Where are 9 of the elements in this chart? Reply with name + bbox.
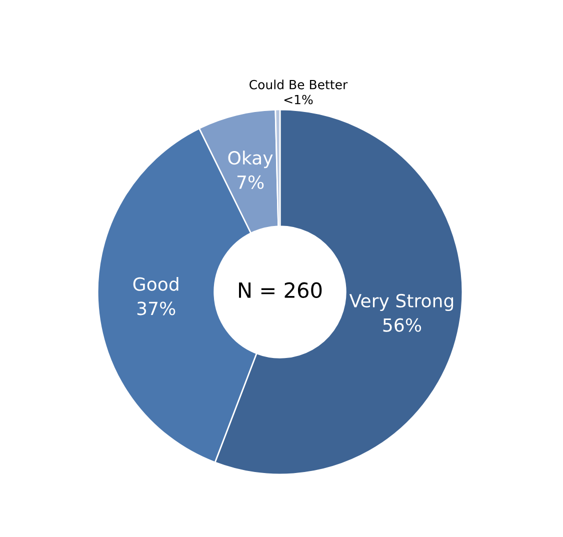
data-label: <1% xyxy=(284,94,313,104)
slice-label: Okay xyxy=(228,150,273,168)
text: N = 260 xyxy=(239,282,322,298)
slice-label: Very Strong xyxy=(349,294,454,312)
slice-label: Good xyxy=(133,276,178,291)
slice-label: Could Be Better xyxy=(250,80,348,90)
data-label: 56% xyxy=(383,318,422,332)
data-label: 7% xyxy=(237,175,264,189)
data-label: 37% xyxy=(137,302,176,316)
